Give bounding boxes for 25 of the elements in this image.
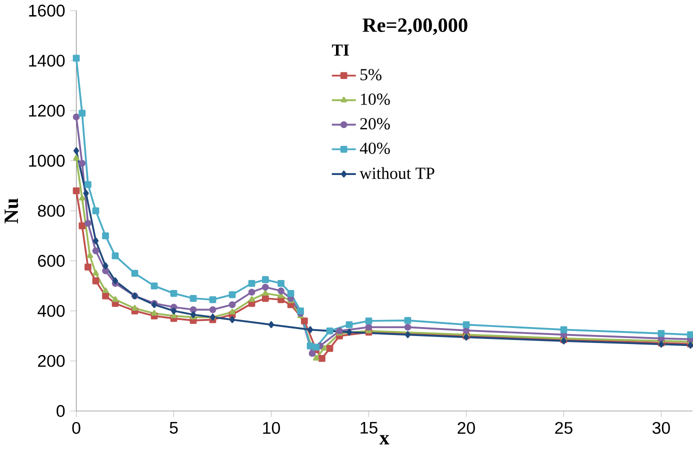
- x-tick-label: 30: [652, 422, 670, 434]
- x-tick-label: 15: [360, 422, 378, 434]
- legend-label: without TP: [360, 167, 434, 179]
- legend-label: 40%: [360, 142, 390, 154]
- legend-label: 10%: [361, 93, 390, 105]
- y-tick-label: 1600: [29, 4, 65, 17]
- legend-label: 20%: [360, 118, 390, 130]
- x-tick-label: 20: [458, 422, 475, 434]
- y-axis-title: Nu: [4, 198, 18, 224]
- y-tick-label: 600: [38, 254, 65, 267]
- y-tick-label: 1200: [29, 104, 65, 117]
- y-tick-label: 800: [38, 204, 65, 217]
- x-tick-label: 5: [170, 422, 178, 434]
- legend-label: 5%: [360, 68, 382, 80]
- legend-title: TI: [332, 44, 349, 56]
- annotation: Re=2,00,000: [362, 18, 468, 35]
- x-tick-label: 25: [555, 422, 572, 434]
- y-tick-label: 0: [56, 405, 65, 417]
- x-axis-title: x: [379, 435, 390, 444]
- y-tick-label: 400: [38, 304, 65, 317]
- y-tick-label: 1000: [29, 154, 65, 167]
- x-tick-label: 0: [72, 422, 80, 434]
- x-tick-label: 10: [263, 422, 280, 434]
- y-tick-label: 200: [38, 354, 65, 367]
- y-tick-label: 1400: [29, 54, 65, 67]
